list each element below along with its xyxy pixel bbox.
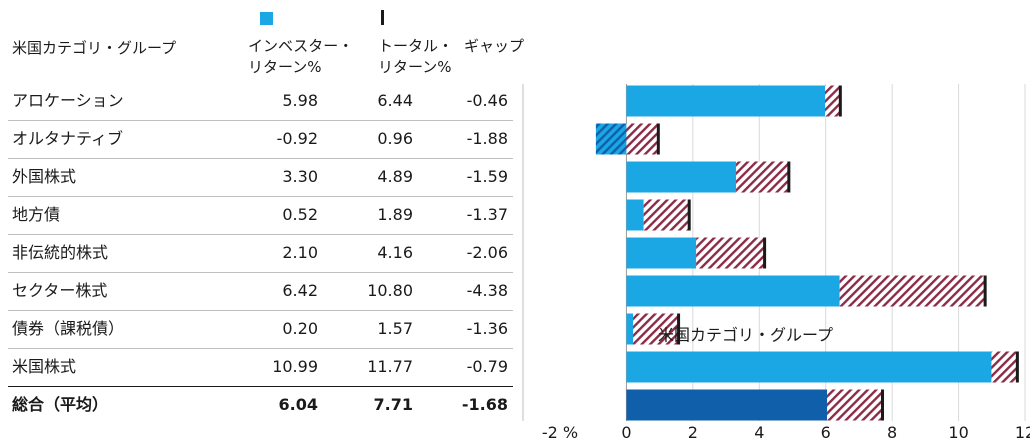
gap-bar (839, 275, 986, 307)
total-return-marker (763, 237, 767, 269)
table-row: 地方債 0.52 1.89 -1.37 (0, 196, 520, 234)
gap-value: -2.06 (466, 243, 508, 262)
total-return-marker (1015, 351, 1019, 383)
x-tick-label: 12 (1015, 423, 1030, 442)
total-return-marker (677, 313, 681, 345)
investor-return-value: 5.98 (282, 91, 318, 110)
category-label: 外国株式 (12, 167, 77, 186)
gap-bar (626, 123, 659, 155)
gap-value: -1.88 (466, 129, 508, 148)
gap-bar (736, 161, 789, 193)
category-label: 地方債 (12, 205, 61, 224)
row-divider (8, 310, 513, 311)
total-return-value: 4.16 (377, 243, 413, 262)
total-return-marker (687, 199, 691, 231)
investor-return-value: 6.04 (278, 395, 318, 414)
investor-return-bar (626, 351, 992, 383)
investor-return-bar (626, 85, 826, 117)
total-return-value: 10.80 (367, 281, 413, 300)
x-tick-label: 2 (688, 423, 698, 442)
table-row: 米国株式 10.99 11.77 -0.79 (0, 348, 520, 386)
total-legend-marker (381, 10, 384, 25)
table-row: オルタナティブ -0.92 0.96 -1.88 (0, 120, 520, 158)
gap-bar (696, 237, 765, 269)
total-return-value: 0.96 (377, 129, 413, 148)
gap-value: -1.68 (461, 395, 508, 414)
gap-value: -0.46 (466, 91, 508, 110)
category-label: セクター株式 (12, 281, 108, 300)
total-return-value: 7.71 (373, 395, 413, 414)
row-divider (8, 272, 513, 273)
gap-bar (643, 199, 690, 231)
row-divider (8, 196, 513, 197)
gap-value: -1.37 (466, 205, 508, 224)
investor-return-bar (626, 161, 737, 193)
total-return-marker (787, 161, 791, 193)
x-tick-label: 4 (754, 423, 764, 442)
investor-return-value: 10.99 (272, 357, 318, 376)
investor-return-value: 2.10 (282, 243, 318, 262)
total-return-value: 1.57 (377, 319, 413, 338)
row-divider (8, 386, 513, 387)
investor-return-bar (595, 123, 627, 155)
investor-return-bar (626, 199, 644, 231)
category-header: 米国カテゴリ・グループ (12, 39, 177, 57)
total-return-marker (656, 123, 660, 155)
x-tick-label: 10 (948, 423, 968, 442)
x-tick-label: 0 (621, 423, 631, 442)
gap-header: ギャップ (464, 37, 525, 55)
total-return-header: トータル・ リターン% (378, 37, 454, 76)
category-label: 債券（課税債） (12, 319, 125, 338)
table-row: アロケーション 5.98 6.44 -0.46 (0, 82, 520, 120)
investor-legend-swatch (260, 12, 273, 25)
gap-value: -1.36 (466, 319, 508, 338)
total-return-value: 4.89 (377, 167, 413, 186)
chart-annotation: 米国カテゴリ・グループ (658, 326, 833, 345)
total-return-value: 11.77 (367, 357, 413, 376)
row-divider (8, 120, 513, 121)
investor-return-bar (626, 389, 828, 421)
total-return-marker (838, 85, 842, 117)
total-return-marker (983, 275, 987, 307)
category-label: オルタナティブ (12, 129, 124, 148)
investor-return-value: 0.52 (282, 205, 318, 224)
investor-return-value: 6.42 (282, 281, 318, 300)
total-return-value: 6.44 (377, 91, 413, 110)
gap-value: -1.59 (466, 167, 508, 186)
row-divider (8, 348, 513, 349)
total-return-value: 1.89 (377, 205, 413, 224)
investor-return-bar (626, 275, 840, 307)
category-label: 総合（平均） (12, 395, 109, 414)
investor-return-value: 0.20 (282, 319, 318, 338)
table-row-total: 総合（平均） 6.04 7.71 -1.68 (0, 386, 520, 424)
table-row: 債券（課税債） 0.20 1.57 -1.36 (0, 310, 520, 348)
investor-return-bar (626, 237, 697, 269)
investor-return-value: 3.30 (282, 167, 318, 186)
gap-bar (991, 351, 1018, 383)
investor-return-header: インベスター・ リターン% (248, 37, 354, 76)
x-tick-label: 6 (821, 423, 831, 442)
x-tick-label: -2 % (542, 423, 578, 442)
x-tick-label: 8 (887, 423, 897, 442)
gap-value: -4.38 (466, 281, 508, 300)
category-label: 米国株式 (12, 357, 77, 376)
gap-bar (825, 85, 841, 117)
gap-bar (827, 389, 883, 421)
table-row: 非伝統的株式 2.10 4.16 -2.06 (0, 234, 520, 272)
gap-value: -0.79 (466, 357, 508, 376)
table-row: セクター株式 6.42 10.80 -4.38 (0, 272, 520, 310)
table-row: 外国株式 3.30 4.89 -1.59 (0, 158, 520, 196)
row-divider (8, 234, 513, 235)
category-label: 非伝統的株式 (12, 243, 109, 262)
investor-return-bar (626, 313, 634, 345)
category-label: アロケーション (12, 91, 124, 110)
gap-bar (633, 313, 679, 345)
row-divider (8, 158, 513, 159)
investor-return-value: -0.92 (276, 129, 318, 148)
total-return-marker (881, 389, 885, 421)
